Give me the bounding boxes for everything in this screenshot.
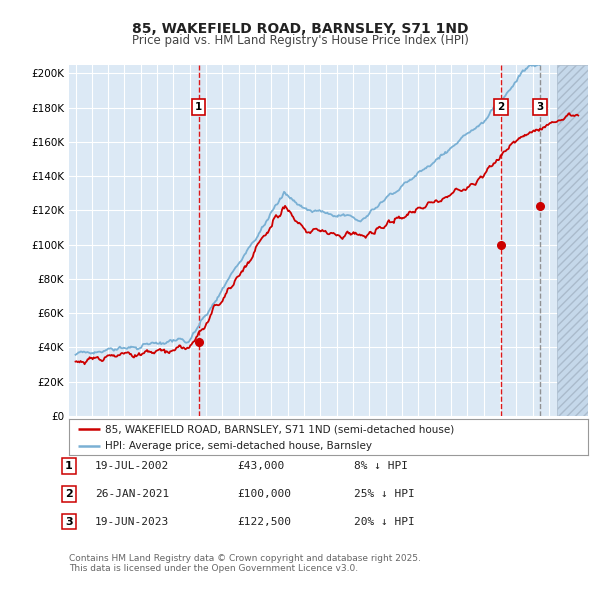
Text: 1: 1 (195, 102, 202, 112)
Text: 3: 3 (536, 102, 544, 112)
Text: 26-JAN-2021: 26-JAN-2021 (95, 489, 169, 499)
Text: £43,000: £43,000 (237, 461, 284, 471)
Text: This data is licensed under the Open Government Licence v3.0.: This data is licensed under the Open Gov… (69, 565, 358, 573)
Text: £100,000: £100,000 (237, 489, 291, 499)
Text: 3: 3 (65, 517, 73, 526)
Text: Price paid vs. HM Land Registry's House Price Index (HPI): Price paid vs. HM Land Registry's House … (131, 34, 469, 47)
Text: 85, WAKEFIELD ROAD, BARNSLEY, S71 1ND: 85, WAKEFIELD ROAD, BARNSLEY, S71 1ND (132, 22, 468, 36)
Text: 20% ↓ HPI: 20% ↓ HPI (354, 517, 415, 526)
Text: HPI: Average price, semi-detached house, Barnsley: HPI: Average price, semi-detached house,… (106, 441, 373, 451)
Text: 2: 2 (497, 102, 505, 112)
Text: 2: 2 (65, 489, 73, 499)
Text: Contains HM Land Registry data © Crown copyright and database right 2025.: Contains HM Land Registry data © Crown c… (69, 554, 421, 563)
Text: £122,500: £122,500 (237, 517, 291, 526)
Text: 1: 1 (65, 461, 73, 471)
Text: 25% ↓ HPI: 25% ↓ HPI (354, 489, 415, 499)
Text: 8% ↓ HPI: 8% ↓ HPI (354, 461, 408, 471)
Text: 85, WAKEFIELD ROAD, BARNSLEY, S71 1ND (semi-detached house): 85, WAKEFIELD ROAD, BARNSLEY, S71 1ND (s… (106, 424, 455, 434)
Bar (557, 65, 588, 416)
Text: 19-JUL-2002: 19-JUL-2002 (95, 461, 169, 471)
Text: 19-JUN-2023: 19-JUN-2023 (95, 517, 169, 526)
